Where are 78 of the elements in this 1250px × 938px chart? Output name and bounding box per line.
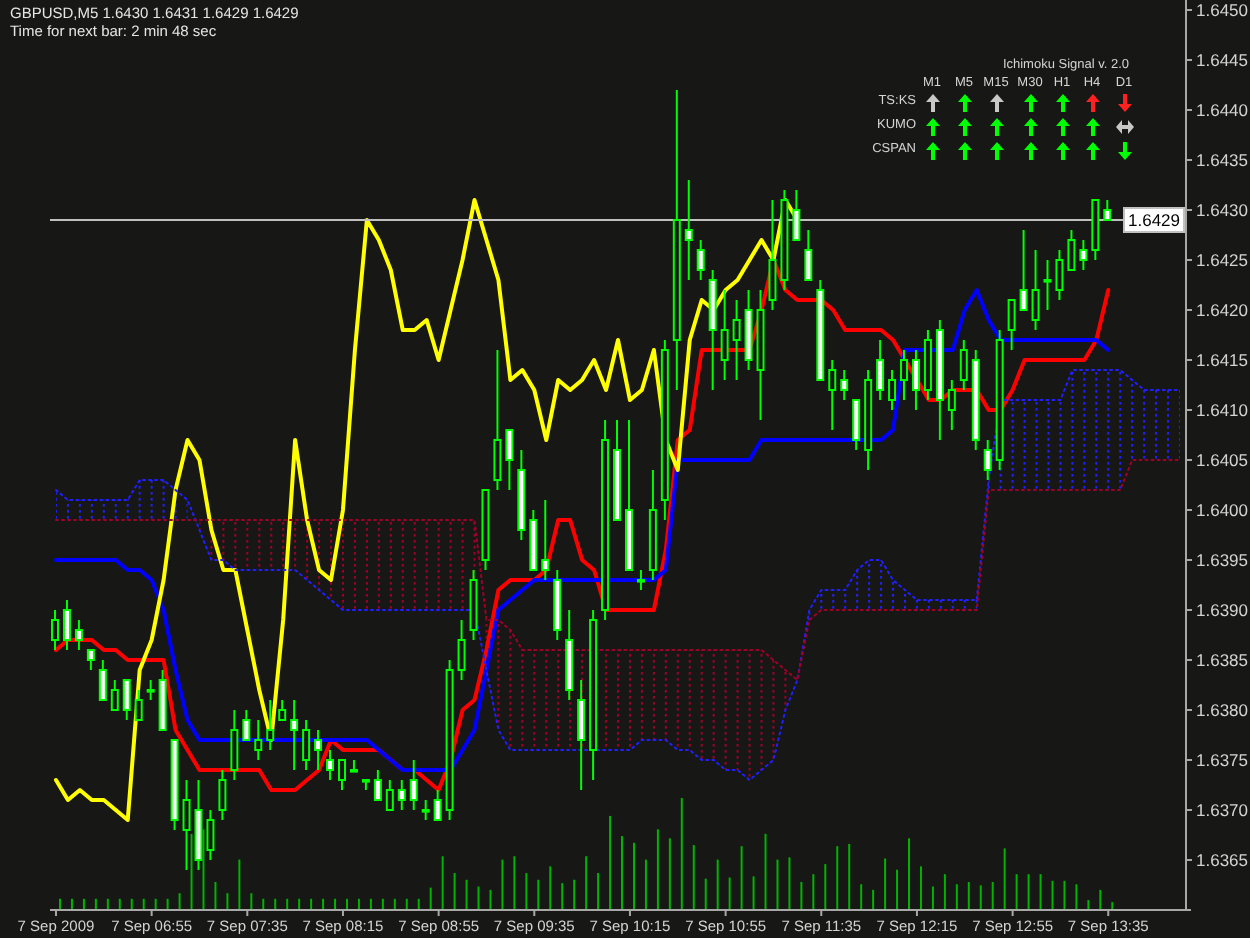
candlestick <box>302 719 311 771</box>
candlestick <box>1007 299 1016 351</box>
candlestick <box>230 709 239 781</box>
y-tick-label: 1.6395 <box>1196 550 1249 571</box>
candlestick <box>1019 229 1028 311</box>
candlestick <box>804 229 813 281</box>
candlestick <box>373 769 382 801</box>
y-tick-label: 1.6420 <box>1196 300 1249 321</box>
candlestick <box>98 659 107 701</box>
candlestick <box>110 679 119 711</box>
candlestick <box>696 239 705 281</box>
candlestick <box>206 809 215 861</box>
candlestick <box>900 349 909 401</box>
candlestick <box>290 699 299 771</box>
y-tick-label: 1.6385 <box>1196 650 1249 671</box>
candlestick <box>62 599 71 651</box>
candlestick <box>636 569 645 591</box>
candlestick <box>1067 229 1076 271</box>
candlestick <box>959 339 968 391</box>
candlestick <box>86 649 95 671</box>
candlestick <box>254 719 263 761</box>
y-tick-label: 1.6440 <box>1196 100 1249 121</box>
candlestick <box>51 609 59 651</box>
candlestick <box>457 619 466 681</box>
candlestick <box>314 729 323 771</box>
y-tick-label: 1.6365 <box>1196 850 1249 871</box>
y-tick-label: 1.6450 <box>1196 0 1249 21</box>
candlestick <box>577 679 586 791</box>
candlestick <box>397 779 406 811</box>
candlestick <box>720 289 729 381</box>
candlestick <box>278 699 287 721</box>
candlestick <box>792 189 801 241</box>
candlestick <box>326 749 335 781</box>
candlestick <box>1031 249 1040 331</box>
line-series <box>54 369 1182 781</box>
candlestick <box>493 349 502 491</box>
candlestick <box>911 349 920 411</box>
candlestick <box>1079 239 1088 271</box>
y-tick-label: 1.6400 <box>1196 500 1249 521</box>
candlestick <box>266 699 275 751</box>
candlestick <box>385 779 394 811</box>
candlestick <box>684 179 693 281</box>
candlestick <box>409 759 418 811</box>
candlestick <box>828 359 837 431</box>
y-tick-label: 1.6430 <box>1196 200 1249 221</box>
candlestick <box>349 759 358 773</box>
y-tick-label: 1.6375 <box>1196 750 1249 771</box>
candlestick <box>732 299 741 381</box>
candlestick <box>541 499 550 581</box>
candlestick <box>218 769 227 821</box>
candlestick <box>134 689 143 721</box>
candlestick <box>74 619 83 651</box>
candlestick <box>421 799 430 821</box>
ref-line-label: 1.6429 <box>1128 209 1181 230</box>
y-tick-label: 1.6425 <box>1196 250 1249 271</box>
y-tick-label: 1.6390 <box>1196 600 1249 621</box>
candlestick <box>505 429 514 491</box>
candlestick <box>983 439 992 481</box>
candlestick <box>947 379 956 431</box>
y-tick-label: 1.6415 <box>1196 350 1249 371</box>
y-tick-label: 1.6380 <box>1196 700 1249 721</box>
candlestick <box>768 199 777 311</box>
y-tick-label: 1.6445 <box>1196 50 1249 71</box>
candlestick <box>242 709 251 741</box>
y-tick-label: 1.6405 <box>1196 450 1249 471</box>
candlestick <box>1103 199 1112 221</box>
candlestick <box>146 679 155 701</box>
candlestick <box>876 339 885 401</box>
candlestick <box>852 399 861 451</box>
candlestick <box>337 759 346 791</box>
candlestick <box>840 369 849 401</box>
line-series <box>54 459 1182 681</box>
y-tick-label: 1.6410 <box>1196 400 1249 421</box>
candlestick <box>888 369 897 411</box>
y-tick-label: 1.6370 <box>1196 800 1249 821</box>
candlestick <box>122 679 131 721</box>
candlestick <box>433 789 442 821</box>
y-tick-label: 1.6435 <box>1196 150 1249 171</box>
